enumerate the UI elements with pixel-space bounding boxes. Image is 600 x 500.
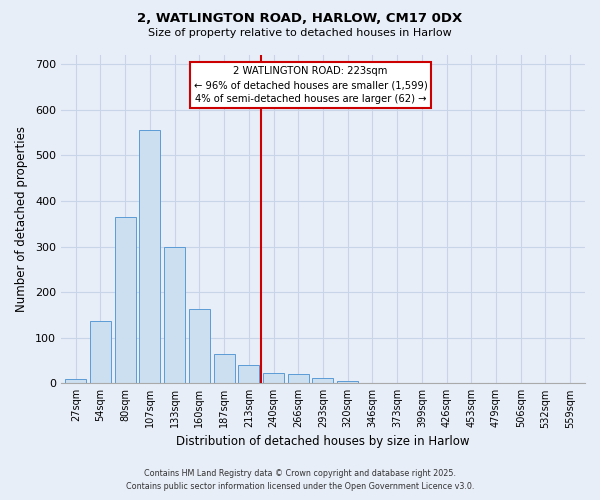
- Bar: [189, 310, 210, 384]
- X-axis label: Distribution of detached houses by size in Harlow: Distribution of detached houses by size …: [176, 434, 470, 448]
- Bar: [115, 217, 136, 384]
- Bar: [288, 374, 309, 384]
- Text: 2, WATLINGTON ROAD, HARLOW, CM17 0DX: 2, WATLINGTON ROAD, HARLOW, CM17 0DX: [137, 12, 463, 26]
- Bar: [65, 379, 86, 384]
- Bar: [238, 365, 259, 384]
- Bar: [90, 321, 111, 384]
- Bar: [313, 378, 334, 384]
- Text: Size of property relative to detached houses in Harlow: Size of property relative to detached ho…: [148, 28, 452, 38]
- Bar: [164, 248, 185, 384]
- Text: Contains HM Land Registry data © Crown copyright and database right 2025.
Contai: Contains HM Land Registry data © Crown c…: [126, 469, 474, 491]
- Y-axis label: Number of detached properties: Number of detached properties: [15, 126, 28, 312]
- Bar: [139, 130, 160, 384]
- Bar: [263, 374, 284, 384]
- Text: 2 WATLINGTON ROAD: 223sqm
← 96% of detached houses are smaller (1,599)
4% of sem: 2 WATLINGTON ROAD: 223sqm ← 96% of detac…: [194, 66, 427, 104]
- Bar: [337, 381, 358, 384]
- Bar: [214, 354, 235, 384]
